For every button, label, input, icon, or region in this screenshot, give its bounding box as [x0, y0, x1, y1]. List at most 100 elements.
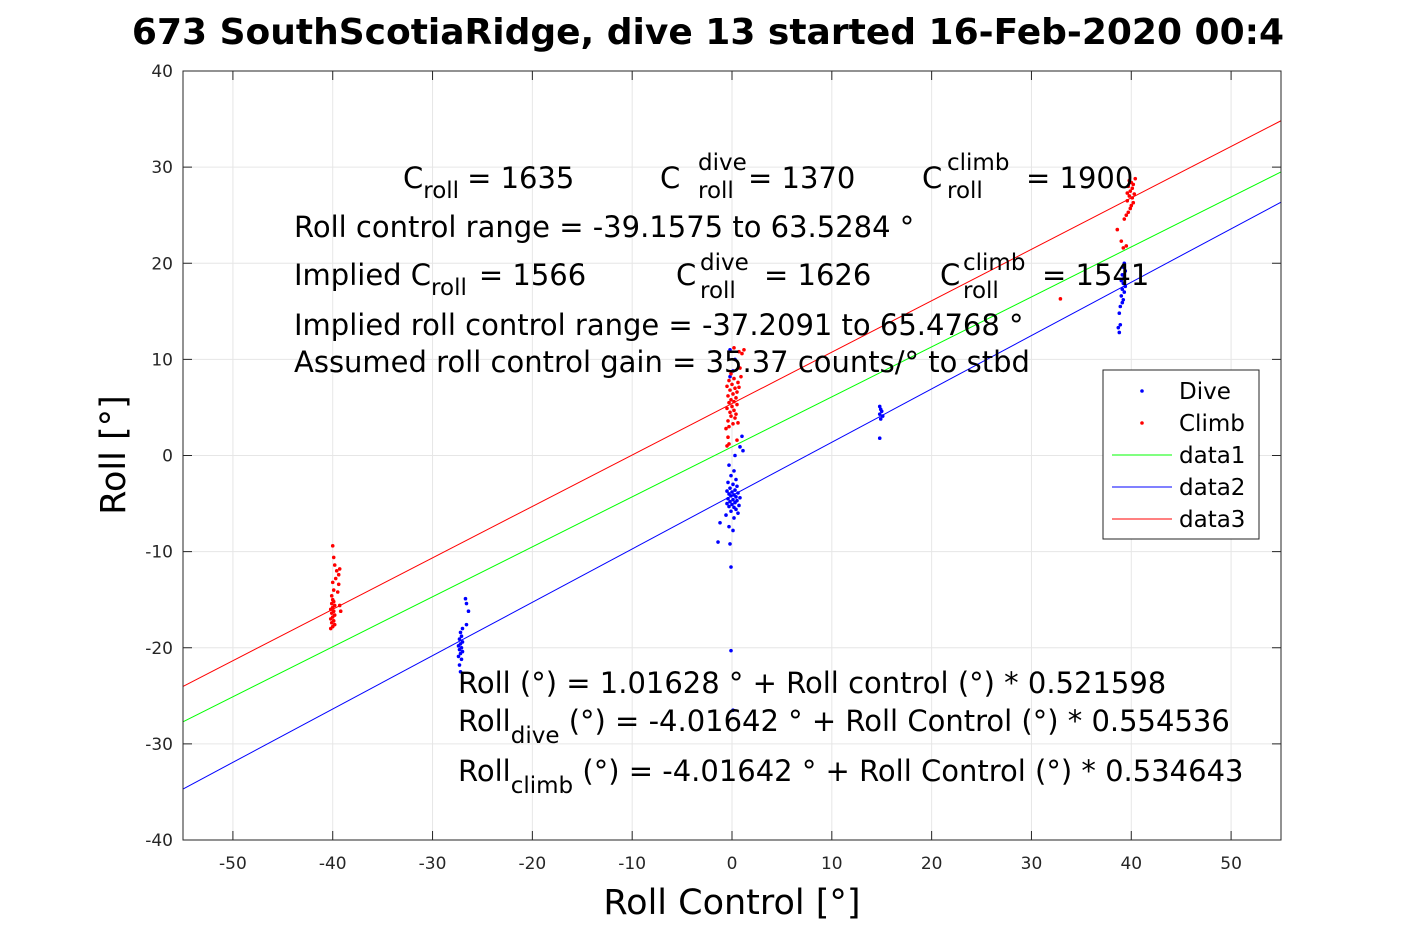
climb-point [737, 349, 741, 354]
dive-point [726, 496, 730, 501]
climb-point [1129, 203, 1134, 208]
y-tick-label: -10 [145, 543, 173, 563]
data-points [328, 176, 1138, 713]
dive-point [459, 645, 464, 650]
annotation-fit-dive: Rolldive (°) = -4.01642 ° + Roll Control… [458, 704, 1230, 749]
x-tick-label: 40 [1120, 854, 1142, 874]
y-tick-label: 20 [151, 254, 173, 274]
climb-point [1124, 213, 1129, 217]
annotation-implied-dive-superscript: dive [700, 250, 749, 276]
climb-point [1115, 227, 1120, 232]
climb-point [331, 619, 336, 623]
climb-point [725, 406, 729, 411]
annotation-gain: Assumed roll control gain = 35.37 counts… [294, 345, 1030, 379]
dive-point [463, 596, 468, 601]
climb-point [734, 412, 738, 416]
climb-point [733, 386, 737, 391]
annotation-implied-climb-subscript: roll [963, 278, 999, 304]
dive-point [733, 488, 737, 492]
climb-point [1130, 186, 1135, 191]
dive-point [1117, 311, 1122, 316]
climb-point [727, 400, 731, 405]
dive-point [729, 494, 733, 498]
climb-point [728, 410, 732, 415]
climb-point [736, 380, 740, 385]
dive-point [718, 520, 722, 525]
x-tick-label: -40 [319, 854, 347, 874]
dive-point [731, 497, 735, 502]
dive-point [726, 480, 730, 485]
dive-point [458, 630, 463, 635]
dive-point [1120, 272, 1125, 277]
dive-point [740, 434, 744, 439]
climb-point [728, 388, 732, 392]
climb-point [735, 438, 739, 442]
climb-point [337, 567, 342, 571]
climb-point [331, 609, 336, 614]
climb-point [330, 544, 335, 548]
dive-point [1121, 281, 1126, 286]
dive-point [729, 473, 733, 478]
climb-point [332, 563, 337, 567]
annotation-c-climb-superscript: climb [947, 150, 1009, 176]
y-tick-label: -30 [145, 735, 173, 755]
annotation-implied-c-dive: C [676, 258, 696, 292]
climb-point [727, 378, 731, 383]
y-tick-label: -20 [145, 639, 173, 659]
dive-point [738, 495, 742, 500]
climb-point [726, 394, 730, 398]
annotation-c-roll-climb: C [922, 161, 942, 195]
climb-point [1132, 192, 1137, 196]
y-tick-label: 40 [151, 62, 173, 82]
dive-point [734, 507, 738, 512]
climb-point [1130, 196, 1135, 200]
dive-point [877, 436, 882, 440]
dive-point [729, 648, 733, 653]
chart-title: 673 SouthScotiaRidge, dive 13 started 16… [132, 12, 1284, 53]
climb-point [731, 421, 735, 426]
annotation-c-roll-dive: C [660, 161, 680, 195]
dive-point [716, 540, 720, 544]
climb-point [333, 576, 338, 581]
legend-label-dive: Dive [1179, 379, 1231, 405]
dive-point [732, 469, 736, 473]
dive-point [734, 495, 738, 499]
climb-point [734, 396, 738, 400]
dive-point [1120, 287, 1125, 292]
dive-point [730, 490, 734, 494]
annotation-implied-c-roll: Implied Croll = 1566 [294, 258, 586, 301]
climb-point [1128, 189, 1133, 193]
dive-point [1119, 278, 1124, 283]
dive-point [1121, 297, 1126, 302]
climb-point [725, 384, 729, 389]
annotation-c-dive-superscript: dive [698, 150, 747, 176]
dive-point [1118, 304, 1123, 309]
climb-point [332, 603, 337, 608]
climb-point [724, 426, 728, 431]
dive-point [1121, 265, 1126, 269]
dive-point [878, 417, 883, 421]
climb-point [1128, 206, 1133, 211]
climb-point [1125, 198, 1130, 203]
climb-point [740, 351, 744, 356]
legend-label-data1: data1 [1179, 443, 1245, 469]
climb-point [729, 414, 733, 418]
dive-point [460, 640, 465, 644]
climb-point [330, 597, 335, 602]
climb-point [338, 609, 343, 614]
dive-point [458, 669, 463, 674]
climb-point [726, 435, 730, 440]
axis-ticks: -50 -40 -30 -20 -10 0 10 20 30 40 50 -40 -30 -20 -10 0 1… [145, 62, 1281, 874]
climb-point [337, 603, 342, 608]
y-tick-label: 10 [151, 350, 173, 370]
climb-point [331, 555, 336, 560]
climb-point [332, 622, 337, 627]
dive-point [880, 414, 885, 418]
x-tick-label: 30 [1021, 854, 1043, 874]
x-tick-label: -30 [419, 854, 447, 874]
x-tick-label: 20 [921, 854, 943, 874]
climb-point [730, 382, 734, 387]
climb-point [1124, 244, 1129, 248]
climb-point [726, 419, 730, 423]
y-tick-label: -40 [145, 831, 173, 851]
